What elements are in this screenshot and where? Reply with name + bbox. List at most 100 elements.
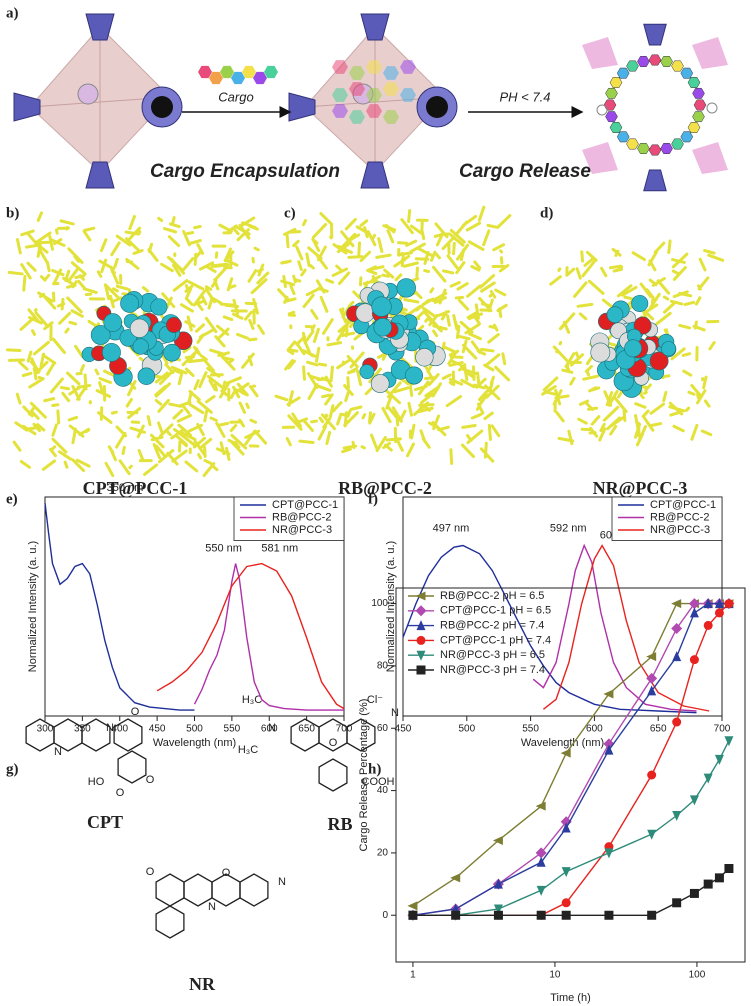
framework-bond: [219, 441, 226, 456]
framework-bond: [68, 424, 85, 438]
framework-bond: [470, 264, 481, 272]
framework-bond: [172, 427, 185, 438]
framework-bond: [324, 393, 334, 406]
framework-bond: [160, 352, 169, 365]
framework-bond: [31, 329, 37, 336]
framework-bond: [449, 228, 466, 244]
framework-bond: [382, 441, 391, 450]
framework-bond: [238, 418, 246, 428]
framework-bond: [164, 429, 172, 437]
framework-bond: [460, 378, 476, 389]
framework-bond: [171, 216, 176, 226]
framework-bond: [280, 259, 292, 265]
framework-bond: [64, 327, 70, 334]
framework-bond: [33, 308, 38, 312]
framework-bond: [643, 303, 659, 315]
framework-bond: [397, 251, 413, 257]
framework-bond: [233, 440, 241, 449]
framework-bond: [34, 311, 50, 328]
framework-bond: [28, 377, 45, 389]
guest-atom: [370, 374, 390, 393]
framework-bond: [440, 310, 448, 321]
ring-bond: [239, 873, 269, 907]
framework-bond: [482, 229, 491, 247]
data-point: [408, 910, 418, 920]
framework-bond: [368, 412, 376, 425]
data-point: [672, 898, 682, 908]
framework-bond: [83, 226, 96, 232]
data-point: [493, 910, 503, 920]
framework-bond: [446, 254, 459, 270]
framework-bond: [221, 380, 227, 392]
framework-bond: [448, 361, 464, 367]
framework-bond: [248, 385, 259, 398]
framework-bond: [607, 389, 619, 407]
guest-atom: [371, 296, 392, 317]
framework-bond: [310, 309, 319, 320]
framework-bond: [352, 290, 362, 300]
framework-bond: [580, 250, 585, 263]
framework-bond: [274, 394, 289, 402]
legend-box: [233, 496, 345, 541]
framework-bond: [118, 459, 131, 476]
guest-atom: [137, 367, 156, 385]
annotation: 350 nm: [107, 482, 144, 494]
guest-atom: [165, 317, 182, 333]
framework-bond: [682, 369, 693, 377]
framework-bond: [49, 377, 64, 394]
framework-bond: [480, 393, 488, 404]
cargo: [637, 143, 650, 154]
framework-bond: [209, 416, 218, 422]
guest-atom: [631, 294, 649, 312]
cargo: [383, 82, 399, 96]
panel-label: b): [6, 205, 19, 221]
framework-bond: [280, 279, 296, 287]
guest-atom: [606, 306, 624, 323]
framework-bond: [165, 296, 173, 309]
atom-label: O: [131, 706, 140, 718]
framework-bond: [344, 391, 350, 403]
framework-bond: [203, 409, 209, 423]
annotation: 581 nm: [261, 543, 298, 555]
x-tick-label: 550: [224, 724, 241, 735]
x-tick-label: 450: [395, 724, 412, 735]
legend-label: CPT@PCC-1 pH = 6.5: [440, 605, 551, 617]
cargo: [616, 131, 630, 143]
framework-bond: [428, 313, 439, 327]
y-tick-label: 100: [371, 598, 388, 609]
x-tick-label: 350: [74, 724, 91, 735]
framework-bond: [337, 271, 351, 286]
data-point: [560, 816, 572, 828]
framework-bond: [457, 298, 470, 311]
framework-bond: [94, 368, 100, 376]
data-point: [688, 598, 700, 610]
framework-bond: [498, 263, 510, 273]
molecule-name: CPT: [87, 812, 123, 832]
framework-bond: [41, 459, 56, 471]
framework-bond: [381, 273, 390, 278]
framework-bond: [243, 310, 253, 321]
panel-label: c): [284, 205, 296, 221]
framework-bond: [186, 315, 193, 332]
framework-bond: [581, 260, 596, 278]
framework-bond: [125, 397, 133, 408]
framework-bond: [341, 360, 346, 365]
framework-bond: [51, 423, 58, 437]
framework-bond: [590, 415, 601, 426]
framework-bond: [125, 237, 141, 252]
data-point: [724, 599, 734, 609]
framework-bond: [429, 287, 435, 294]
cargo: [648, 144, 662, 156]
framework-bond: [157, 216, 164, 222]
framework-bond: [300, 268, 307, 277]
series-line: [412, 740, 730, 916]
framework-bond: [172, 279, 189, 292]
framework-bond: [454, 220, 469, 237]
cone: [360, 13, 390, 41]
framework-bond: [158, 370, 174, 386]
cargo: [680, 67, 694, 79]
framework-bond: [589, 426, 599, 438]
plot-frame: [395, 587, 746, 963]
framework-bond: [67, 247, 84, 264]
framework-bond: [51, 291, 56, 303]
